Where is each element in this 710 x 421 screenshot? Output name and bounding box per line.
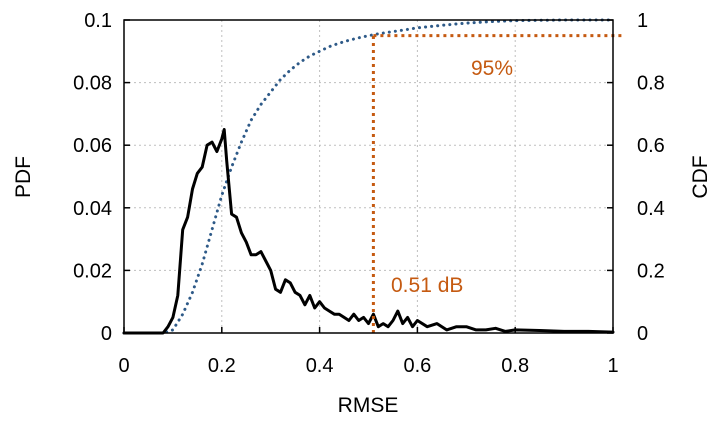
x-tick-label: 1 (607, 355, 618, 377)
y-right-tick-label: 0.2 (637, 260, 665, 282)
y-left-ticks: 0 0.02 0.04 0.06 0.08 0.1 (73, 10, 130, 345)
y-axis-right-title: CDF (689, 155, 710, 198)
x-tick-label: 0.8 (501, 355, 529, 377)
y-left-tick-label: 0.06 (73, 135, 112, 157)
y-right-tick-label: 1 (637, 10, 648, 32)
x-tick-label: 0.6 (403, 355, 431, 377)
pdf-line (122, 128, 615, 335)
y-right-tick-label: 0 (637, 323, 648, 345)
y-right-tick-label: 0.6 (637, 135, 665, 157)
y-axis-left-title: PDF (12, 156, 35, 198)
y-right-ticks: 0 0.2 0.4 0.6 0.8 1 (607, 10, 665, 345)
y-right-tick-label: 0.4 (637, 198, 665, 220)
y-left-tick-label: 0.08 (73, 73, 112, 95)
pdf-curve-group (122, 128, 615, 335)
x-axis-title: RMSE (338, 394, 399, 417)
y-left-tick-label: 0.02 (73, 260, 112, 282)
x-tick-label: 0 (118, 355, 129, 377)
y-left-tick-label: 0.1 (84, 10, 112, 32)
x-tick-label: 0.2 (208, 355, 236, 377)
annotation-95-percent: 95% (471, 57, 513, 80)
plot-frame (123, 19, 614, 334)
y-right-tick-label: 0.8 (637, 73, 665, 95)
reference-lines (371, 34, 623, 333)
annotation-rmse-value: 0.51 dB (391, 274, 463, 297)
y-left-tick-label: 0.04 (73, 198, 112, 220)
y-left-tick-label: 0 (101, 323, 112, 345)
x-tick-label: 0.4 (306, 355, 334, 377)
grid-lines (124, 20, 613, 333)
x-ticks: 0 0.2 0.4 0.6 0.8 1 (118, 327, 619, 377)
